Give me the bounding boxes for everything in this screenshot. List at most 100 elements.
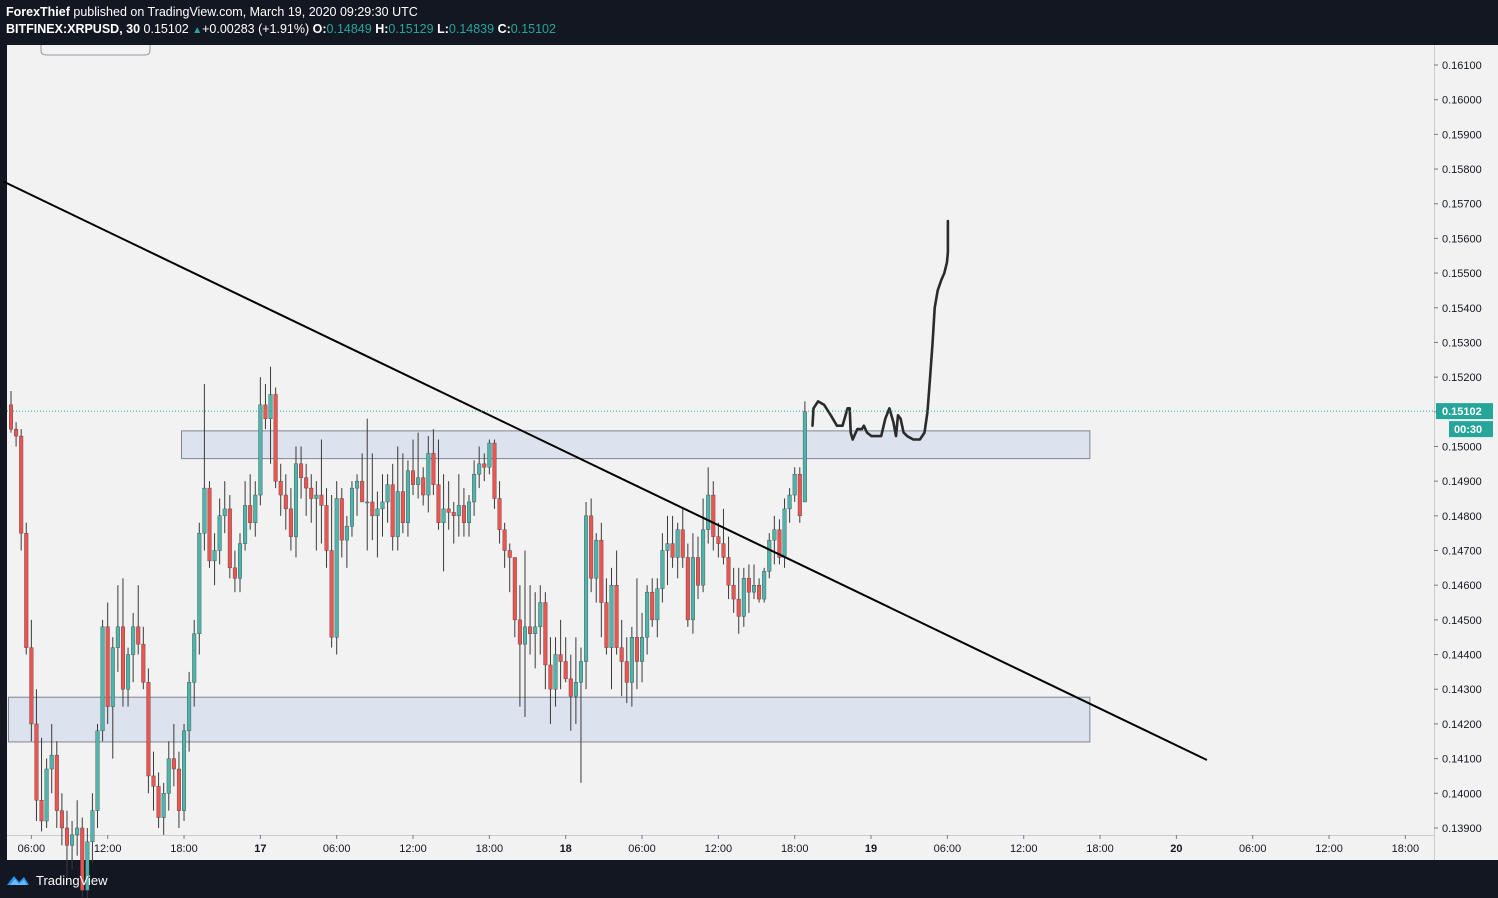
candle[interactable]: [538, 585, 543, 655]
candle[interactable]: [584, 501, 589, 690]
candle[interactable]: [517, 585, 522, 707]
candle[interactable]: [482, 453, 487, 482]
candle[interactable]: [299, 446, 304, 499]
candle[interactable]: [136, 585, 141, 655]
candle[interactable]: [268, 366, 273, 464]
candle[interactable]: [54, 741, 59, 828]
candle[interactable]: [629, 626, 634, 707]
candle[interactable]: [192, 619, 197, 707]
candle[interactable]: [217, 498, 222, 565]
candle[interactable]: [400, 453, 405, 534]
candle[interactable]: [95, 723, 100, 828]
candle[interactable]: [645, 585, 650, 655]
candle[interactable]: [324, 488, 329, 568]
candle[interactable]: [227, 495, 232, 579]
candle[interactable]: [777, 519, 782, 565]
candle[interactable]: [731, 567, 736, 613]
candle[interactable]: [502, 522, 507, 568]
candle[interactable]: [156, 772, 161, 828]
candle[interactable]: [436, 439, 441, 530]
candle[interactable]: [451, 501, 456, 544]
candle[interactable]: [14, 422, 19, 447]
candle[interactable]: [360, 453, 365, 503]
candle[interactable]: [772, 515, 777, 565]
candle[interactable]: [696, 536, 701, 600]
candle[interactable]: [151, 751, 156, 811]
candle[interactable]: [467, 495, 472, 537]
candle[interactable]: [141, 626, 146, 690]
candle[interactable]: [283, 474, 288, 530]
candle[interactable]: [222, 481, 227, 534]
symbol-label[interactable]: BITFINEX:XRPUSD, 30: [6, 22, 141, 36]
candle[interactable]: [594, 533, 599, 603]
candle[interactable]: [670, 515, 675, 568]
candle[interactable]: [126, 647, 131, 707]
candle[interactable]: [634, 578, 639, 690]
tradingview-logo-icon[interactable]: [6, 873, 30, 887]
candle[interactable]: [187, 671, 192, 752]
candle[interactable]: [39, 737, 44, 832]
candle[interactable]: [421, 467, 426, 506]
tradingview-brand[interactable]: TradingView: [36, 872, 108, 888]
candle[interactable]: [258, 377, 263, 506]
price-axis[interactable]: [1434, 45, 1498, 835]
candle[interactable]: [161, 782, 166, 835]
candle[interactable]: [182, 723, 187, 822]
candle[interactable]: [197, 522, 202, 655]
candle[interactable]: [802, 401, 807, 503]
candle[interactable]: [558, 619, 563, 690]
candle[interactable]: [497, 481, 502, 544]
candle[interactable]: [29, 619, 34, 742]
candle[interactable]: [578, 647, 583, 783]
candle[interactable]: [736, 567, 741, 634]
candle[interactable]: [614, 550, 619, 655]
candle[interactable]: [304, 463, 309, 516]
candle[interactable]: [706, 467, 711, 544]
candle[interactable]: [716, 522, 721, 558]
candle[interactable]: [263, 384, 268, 430]
candle[interactable]: [619, 619, 624, 697]
candle[interactable]: [19, 429, 24, 551]
candle[interactable]: [334, 481, 339, 655]
candle[interactable]: [390, 463, 395, 551]
candle[interactable]: [446, 481, 451, 530]
candle[interactable]: [665, 515, 670, 586]
candle[interactable]: [762, 567, 767, 603]
candle[interactable]: [746, 564, 751, 613]
candle[interactable]: [70, 821, 75, 870]
candle[interactable]: [456, 474, 461, 537]
candle[interactable]: [751, 564, 756, 600]
candle[interactable]: [548, 637, 553, 724]
trendline[interactable]: [2, 180, 1208, 761]
candle[interactable]: [375, 491, 380, 558]
candle[interactable]: [792, 467, 797, 502]
candle[interactable]: [528, 585, 533, 655]
candle[interactable]: [309, 474, 314, 523]
candle[interactable]: [59, 793, 64, 846]
candle[interactable]: [253, 481, 258, 537]
candle[interactable]: [543, 592, 548, 690]
candle[interactable]: [512, 557, 517, 638]
candle[interactable]: [563, 637, 568, 683]
candle[interactable]: [75, 800, 80, 856]
candle[interactable]: [741, 567, 746, 627]
candle[interactable]: [477, 446, 482, 489]
candle[interactable]: [344, 515, 349, 568]
candle[interactable]: [176, 751, 181, 828]
candle[interactable]: [757, 578, 762, 603]
candle[interactable]: [365, 418, 370, 551]
candle[interactable]: [238, 533, 243, 593]
candle[interactable]: [461, 488, 466, 537]
candle[interactable]: [640, 612, 645, 683]
candle[interactable]: [34, 689, 39, 822]
candle[interactable]: [349, 481, 354, 537]
candle[interactable]: [146, 668, 151, 794]
candle[interactable]: [690, 533, 695, 634]
candle[interactable]: [487, 439, 492, 475]
candle[interactable]: [431, 429, 436, 496]
candle[interactable]: [385, 474, 390, 523]
candle[interactable]: [680, 508, 685, 568]
candle[interactable]: [64, 810, 69, 880]
candle[interactable]: [329, 495, 334, 648]
